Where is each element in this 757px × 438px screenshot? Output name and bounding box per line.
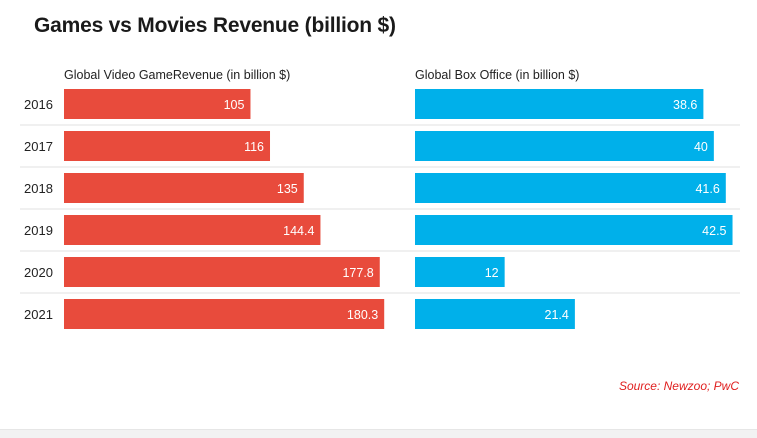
movies-bar-2016	[415, 89, 704, 119]
panel-label-movies: Global Box Office (in billion $)	[415, 68, 579, 82]
movies-value-label-2021: 21.4	[545, 308, 569, 322]
games-bar-2020	[64, 257, 380, 287]
movies-value-label-2020: 12	[485, 266, 499, 280]
movies-bar-2017	[415, 131, 714, 161]
games-value-label-2018: 135	[277, 182, 298, 196]
movies-bar-2018	[415, 173, 726, 203]
value-labels: 105 116 135 144.4 177.8 180.3 38.6 40 41.6 42.5 12…	[224, 98, 727, 322]
games-value-label-2016: 105	[224, 98, 245, 112]
games-bar-2021	[64, 299, 385, 329]
movies-value-label-2019: 42.5	[702, 224, 726, 238]
movies-bar-2020	[415, 257, 505, 287]
grid-lines	[20, 124, 740, 294]
bars	[64, 89, 733, 329]
year-label: 2021	[24, 307, 53, 322]
year-label: 2017	[24, 139, 53, 154]
games-bar-2016	[64, 89, 251, 119]
games-bar-2018	[64, 173, 304, 203]
games-value-label-2021: 180.3	[347, 308, 378, 322]
source-note: Source: Newzoo; PwC	[618, 379, 739, 393]
panel-labels: Global Video GameRevenue (in billion $) G…	[64, 68, 579, 82]
games-bar-2017	[64, 131, 271, 161]
panel-label-games: Global Video GameRevenue (in billion $)	[64, 68, 290, 82]
year-label: 2016	[24, 97, 53, 112]
movies-value-label-2017: 40	[694, 140, 708, 154]
games-value-label-2019: 144.4	[283, 224, 314, 238]
games-bar-2019	[64, 215, 321, 245]
chart-title: Games vs Movies Revenue (billion $)	[34, 14, 396, 37]
movies-value-label-2018: 41.6	[695, 182, 719, 196]
year-label: 2020	[24, 265, 53, 280]
year-label: 2019	[24, 223, 53, 238]
movies-bar-2019	[415, 215, 733, 245]
movies-bar-2021	[415, 299, 575, 329]
games-value-label-2017: 116	[244, 140, 264, 154]
year-label: 2018	[24, 181, 53, 196]
games-value-label-2020: 177.8	[342, 266, 373, 280]
movies-value-label-2016: 38.6	[673, 98, 697, 112]
footer-strip	[0, 429, 757, 438]
year-labels: 2016 2017 2018 2019 2020 2021	[24, 97, 53, 322]
